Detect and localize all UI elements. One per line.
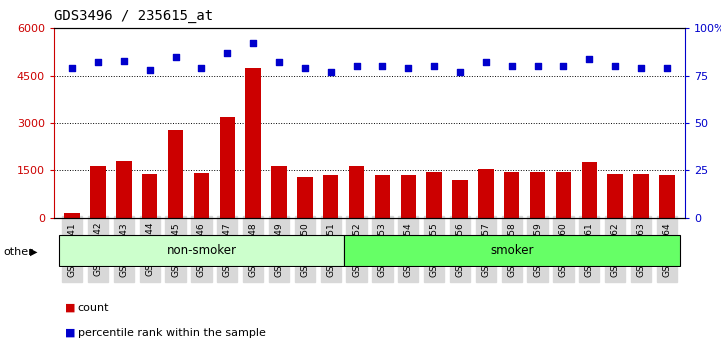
Bar	[220, 117, 235, 218]
Text: ■: ■	[65, 303, 76, 313]
Point	[480, 59, 492, 65]
Point	[118, 58, 130, 63]
Bar	[401, 175, 416, 218]
Point	[428, 63, 440, 69]
Point	[506, 63, 518, 69]
Bar	[64, 213, 80, 218]
Point	[299, 65, 311, 71]
Point	[273, 59, 285, 65]
Bar	[90, 166, 106, 218]
Point	[402, 65, 414, 71]
Point	[221, 50, 233, 56]
Point	[609, 63, 621, 69]
Bar	[245, 68, 261, 218]
Bar	[633, 173, 649, 218]
Point	[247, 41, 259, 46]
Bar	[297, 177, 313, 218]
Bar	[116, 161, 132, 218]
Point	[557, 63, 569, 69]
Bar	[344, 235, 680, 266]
Bar	[426, 172, 442, 218]
Bar	[530, 172, 545, 218]
Text: non-smoker: non-smoker	[167, 244, 236, 257]
Point	[583, 56, 595, 62]
Text: other: other	[3, 247, 32, 257]
Point	[454, 69, 466, 75]
Point	[195, 65, 207, 71]
Bar	[194, 173, 209, 218]
Bar	[452, 180, 468, 218]
Point	[532, 63, 544, 69]
Text: percentile rank within the sample: percentile rank within the sample	[78, 328, 266, 338]
Bar	[582, 162, 597, 218]
Bar	[59, 235, 344, 266]
Text: smoker: smoker	[490, 244, 534, 257]
Point	[635, 65, 647, 71]
Point	[170, 54, 182, 59]
Text: GDS3496 / 235615_at: GDS3496 / 235615_at	[54, 9, 213, 23]
Point	[351, 63, 363, 69]
Text: ■: ■	[65, 328, 76, 338]
Point	[376, 63, 388, 69]
Bar	[504, 172, 519, 218]
Point	[144, 67, 156, 73]
Bar	[142, 174, 157, 218]
Bar	[375, 175, 390, 218]
Text: count: count	[78, 303, 110, 313]
Bar	[323, 175, 338, 218]
Point	[661, 65, 673, 71]
Text: ▶: ▶	[30, 247, 37, 257]
Bar	[556, 172, 571, 218]
Bar	[349, 166, 364, 218]
Point	[66, 65, 78, 71]
Bar	[478, 169, 494, 218]
Bar	[271, 166, 287, 218]
Point	[92, 59, 104, 65]
Point	[325, 69, 337, 75]
Bar	[168, 130, 183, 218]
Bar	[607, 173, 623, 218]
Bar	[659, 175, 675, 218]
